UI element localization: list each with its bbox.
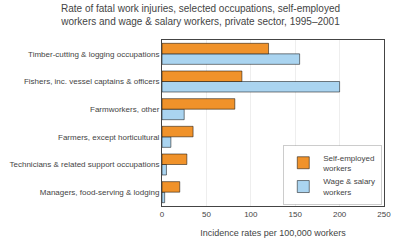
svg-text:Farmers, except horticultural: Farmers, except horticultural — [58, 133, 160, 142]
svg-text:Farmworkers, other: Farmworkers, other — [90, 105, 160, 114]
svg-text:Wage & salaryworkers: Wage & salaryworkers — [322, 177, 375, 196]
svg-text:150: 150 — [289, 210, 303, 219]
svg-text:200: 200 — [333, 210, 347, 219]
svg-text:Technicians & related support: Technicians & related support occupation… — [10, 160, 160, 169]
svg-text:250: 250 — [377, 210, 391, 219]
svg-text:Timber-cutting & logging occup: Timber-cutting & logging occupations — [28, 50, 159, 59]
svg-text:Incidence rates per 100,000 wo: Incidence rates per 100,000 workers — [200, 228, 346, 238]
svg-text:Self-employedworkers: Self-employedworkers — [322, 154, 374, 173]
svg-text:50: 50 — [202, 210, 211, 219]
svg-text:0: 0 — [160, 210, 165, 219]
svg-text:100: 100 — [244, 210, 258, 219]
svg-text:Rate of fatal work injuries, s: Rate of fatal work injuries, selected oc… — [60, 3, 340, 27]
svg-text:Fishers, inc. vessel captains: Fishers, inc. vessel captains & officers — [24, 77, 159, 86]
svg-text:Managers, food-serving & lodgi: Managers, food-serving & lodging — [40, 188, 160, 197]
